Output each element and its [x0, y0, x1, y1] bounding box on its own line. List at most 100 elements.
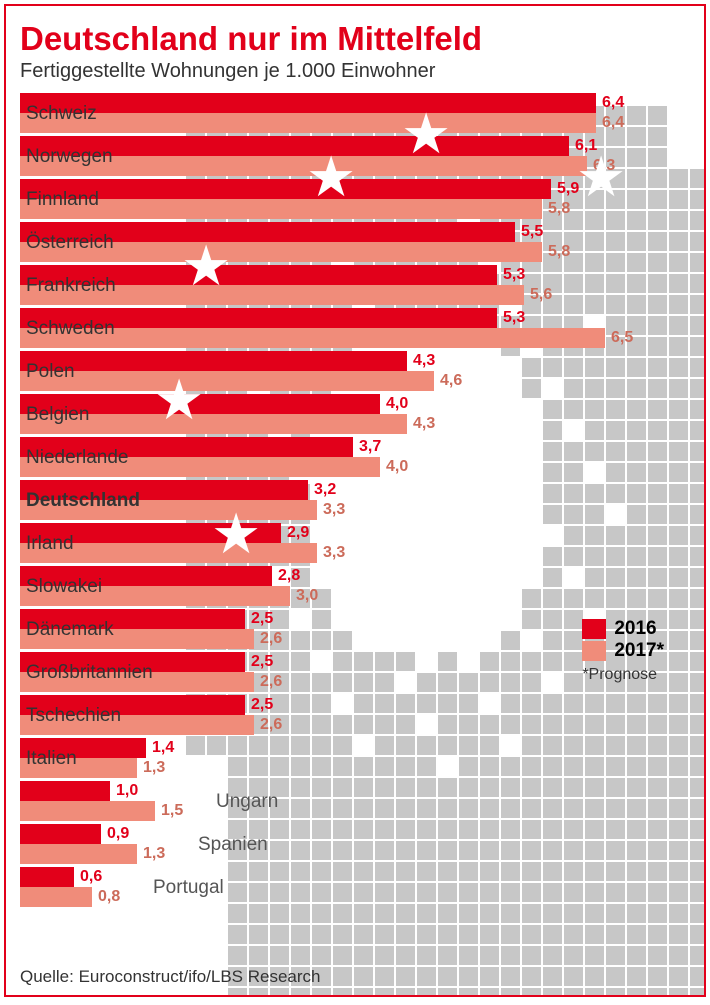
- bar-y2016: 0,9: [20, 824, 704, 844]
- legend-row-2016: 2016: [582, 618, 664, 640]
- bar-y2017: 3,3: [20, 543, 704, 563]
- bar-value: 6,5: [611, 329, 633, 347]
- bar-value: 6,4: [602, 114, 624, 132]
- bar-value: 3,7: [359, 438, 381, 456]
- bar-y2017: 1,3: [20, 844, 704, 864]
- bar-y2016: 5,3: [20, 265, 704, 285]
- bar-value: 3,3: [323, 544, 345, 562]
- legend-swatch-2017: [582, 641, 606, 661]
- bar-fill: [20, 371, 434, 391]
- bar-value: 6,1: [575, 137, 597, 155]
- legend-note: *Prognose: [582, 666, 664, 684]
- country-label: Niederlande: [20, 437, 128, 479]
- country-label: Tschechien: [20, 695, 121, 737]
- bar-value: 5,6: [530, 286, 552, 304]
- country-label: Schweiz: [20, 93, 97, 135]
- bar-value: 6,4: [602, 94, 624, 112]
- bar-value: 5,5: [521, 223, 543, 241]
- chart-row: 2,9 3,3 Irland: [20, 523, 704, 563]
- bar-y2016: 1,4: [20, 738, 704, 758]
- bar-fill: [20, 844, 137, 864]
- country-label: Italien: [20, 738, 77, 780]
- bar-value: 4,0: [386, 458, 408, 476]
- bar-value: 3,3: [323, 501, 345, 519]
- chart-row: 3,2 3,3 Deutschland: [20, 480, 704, 520]
- country-label: Österreich: [20, 222, 114, 264]
- bar-y2017: 6,5: [20, 328, 704, 348]
- bar-y2017: 4,3: [20, 414, 704, 434]
- bar-fill: [20, 801, 155, 821]
- country-label: Polen: [20, 351, 75, 393]
- bar-y2017: 5,8: [20, 242, 704, 262]
- bar-y2017: 1,3: [20, 758, 704, 778]
- bar-value: 0,9: [107, 825, 129, 843]
- bar-value: 2,9: [287, 524, 309, 542]
- bar-fill: [20, 824, 101, 844]
- legend-label-2017: 2017*: [614, 640, 664, 662]
- chart-row: 4,04,3Belgien: [20, 394, 704, 434]
- chart-row: 0,6 0,8 Portugal: [20, 867, 704, 907]
- bar-value: 1,3: [143, 845, 165, 863]
- bar-value: 5,9: [557, 180, 579, 198]
- bar-y2016: 5,3: [20, 308, 704, 328]
- bar-y2017: 3,0: [20, 586, 704, 606]
- bar-fill: [20, 179, 551, 199]
- bar-fill: [20, 351, 407, 371]
- chart-row: 3,7 4,0 Niederlande: [20, 437, 704, 477]
- bar-value: 4,0: [386, 395, 408, 413]
- bar-y2016: 1,0: [20, 781, 704, 801]
- bar-y2016: 6,1: [20, 136, 704, 156]
- chart-row: 1,01,5Ungarn: [20, 781, 704, 821]
- chart-row: 0,9 1,3 Spanien: [20, 824, 704, 864]
- bar-value: 2,5: [251, 610, 273, 628]
- legend-row-2017: 2017*: [582, 640, 664, 662]
- bar-y2016: 4,0: [20, 394, 704, 414]
- bar-y2016: 0,6: [20, 867, 704, 887]
- country-label: Finnland: [20, 179, 99, 221]
- country-label: Portugal: [147, 867, 224, 909]
- chart-title: Deutschland nur im Mittelfeld: [6, 6, 704, 60]
- chart-frame: Deutschland nur im Mittelfeld Fertiggest…: [4, 4, 706, 997]
- bar-y2017: 6,4: [20, 113, 704, 133]
- country-label: Norwegen: [20, 136, 113, 178]
- bar-y2016: 4,3: [20, 351, 704, 371]
- bar-value: 6,3: [593, 157, 615, 175]
- bar-y2016: 2,9: [20, 523, 704, 543]
- bar-value: 1,0: [116, 782, 138, 800]
- chart-row: 5,55,8Österreich: [20, 222, 704, 262]
- chart-row: 5,35,6Frankreich: [20, 265, 704, 305]
- bar-value: 5,8: [548, 200, 570, 218]
- bar-value: 2,5: [251, 653, 273, 671]
- chart-row: 1,41,3 Italien: [20, 738, 704, 778]
- bar-value: 3,2: [314, 481, 336, 499]
- bar-value: 2,6: [260, 630, 282, 648]
- source-text: Quelle: Euroconstruct/ifo/LBS Research: [20, 967, 320, 987]
- bar-y2016: 6,4: [20, 93, 704, 113]
- bar-value: 2,8: [278, 567, 300, 585]
- legend-label-2016: 2016: [614, 618, 656, 640]
- bar-fill: [20, 781, 110, 801]
- country-label: Spanien: [192, 824, 268, 866]
- country-label: Irland: [20, 523, 74, 565]
- bar-y2016: 2,5: [20, 695, 704, 715]
- bar-value: 0,6: [80, 868, 102, 886]
- country-label: Slowakei: [20, 566, 102, 608]
- legend-swatch-2016: [582, 619, 606, 639]
- bar-fill: [20, 887, 92, 907]
- chart-row: 5,9 5,8 Finnland: [20, 179, 704, 219]
- chart-subtitle: Fertiggestellte Wohnungen je 1.000 Einwo…: [6, 60, 704, 93]
- bar-value: 3,0: [296, 587, 318, 605]
- country-label: Deutschland: [20, 480, 140, 522]
- bar-y2017: 5,6: [20, 285, 704, 305]
- bar-value: 5,3: [503, 309, 525, 327]
- bar-value: 2,6: [260, 673, 282, 691]
- bar-value: 0,8: [98, 888, 120, 906]
- bar-y2017: 0,8: [20, 887, 704, 907]
- country-label: Großbritannien: [20, 652, 153, 694]
- bar-value: 1,3: [143, 759, 165, 777]
- bar-value: 4,3: [413, 415, 435, 433]
- bar-y2017: 1,5: [20, 801, 704, 821]
- bar-y2016: 5,5: [20, 222, 704, 242]
- bar-y2016: 5,9: [20, 179, 704, 199]
- chart-row: 2,52,6Tschechien: [20, 695, 704, 735]
